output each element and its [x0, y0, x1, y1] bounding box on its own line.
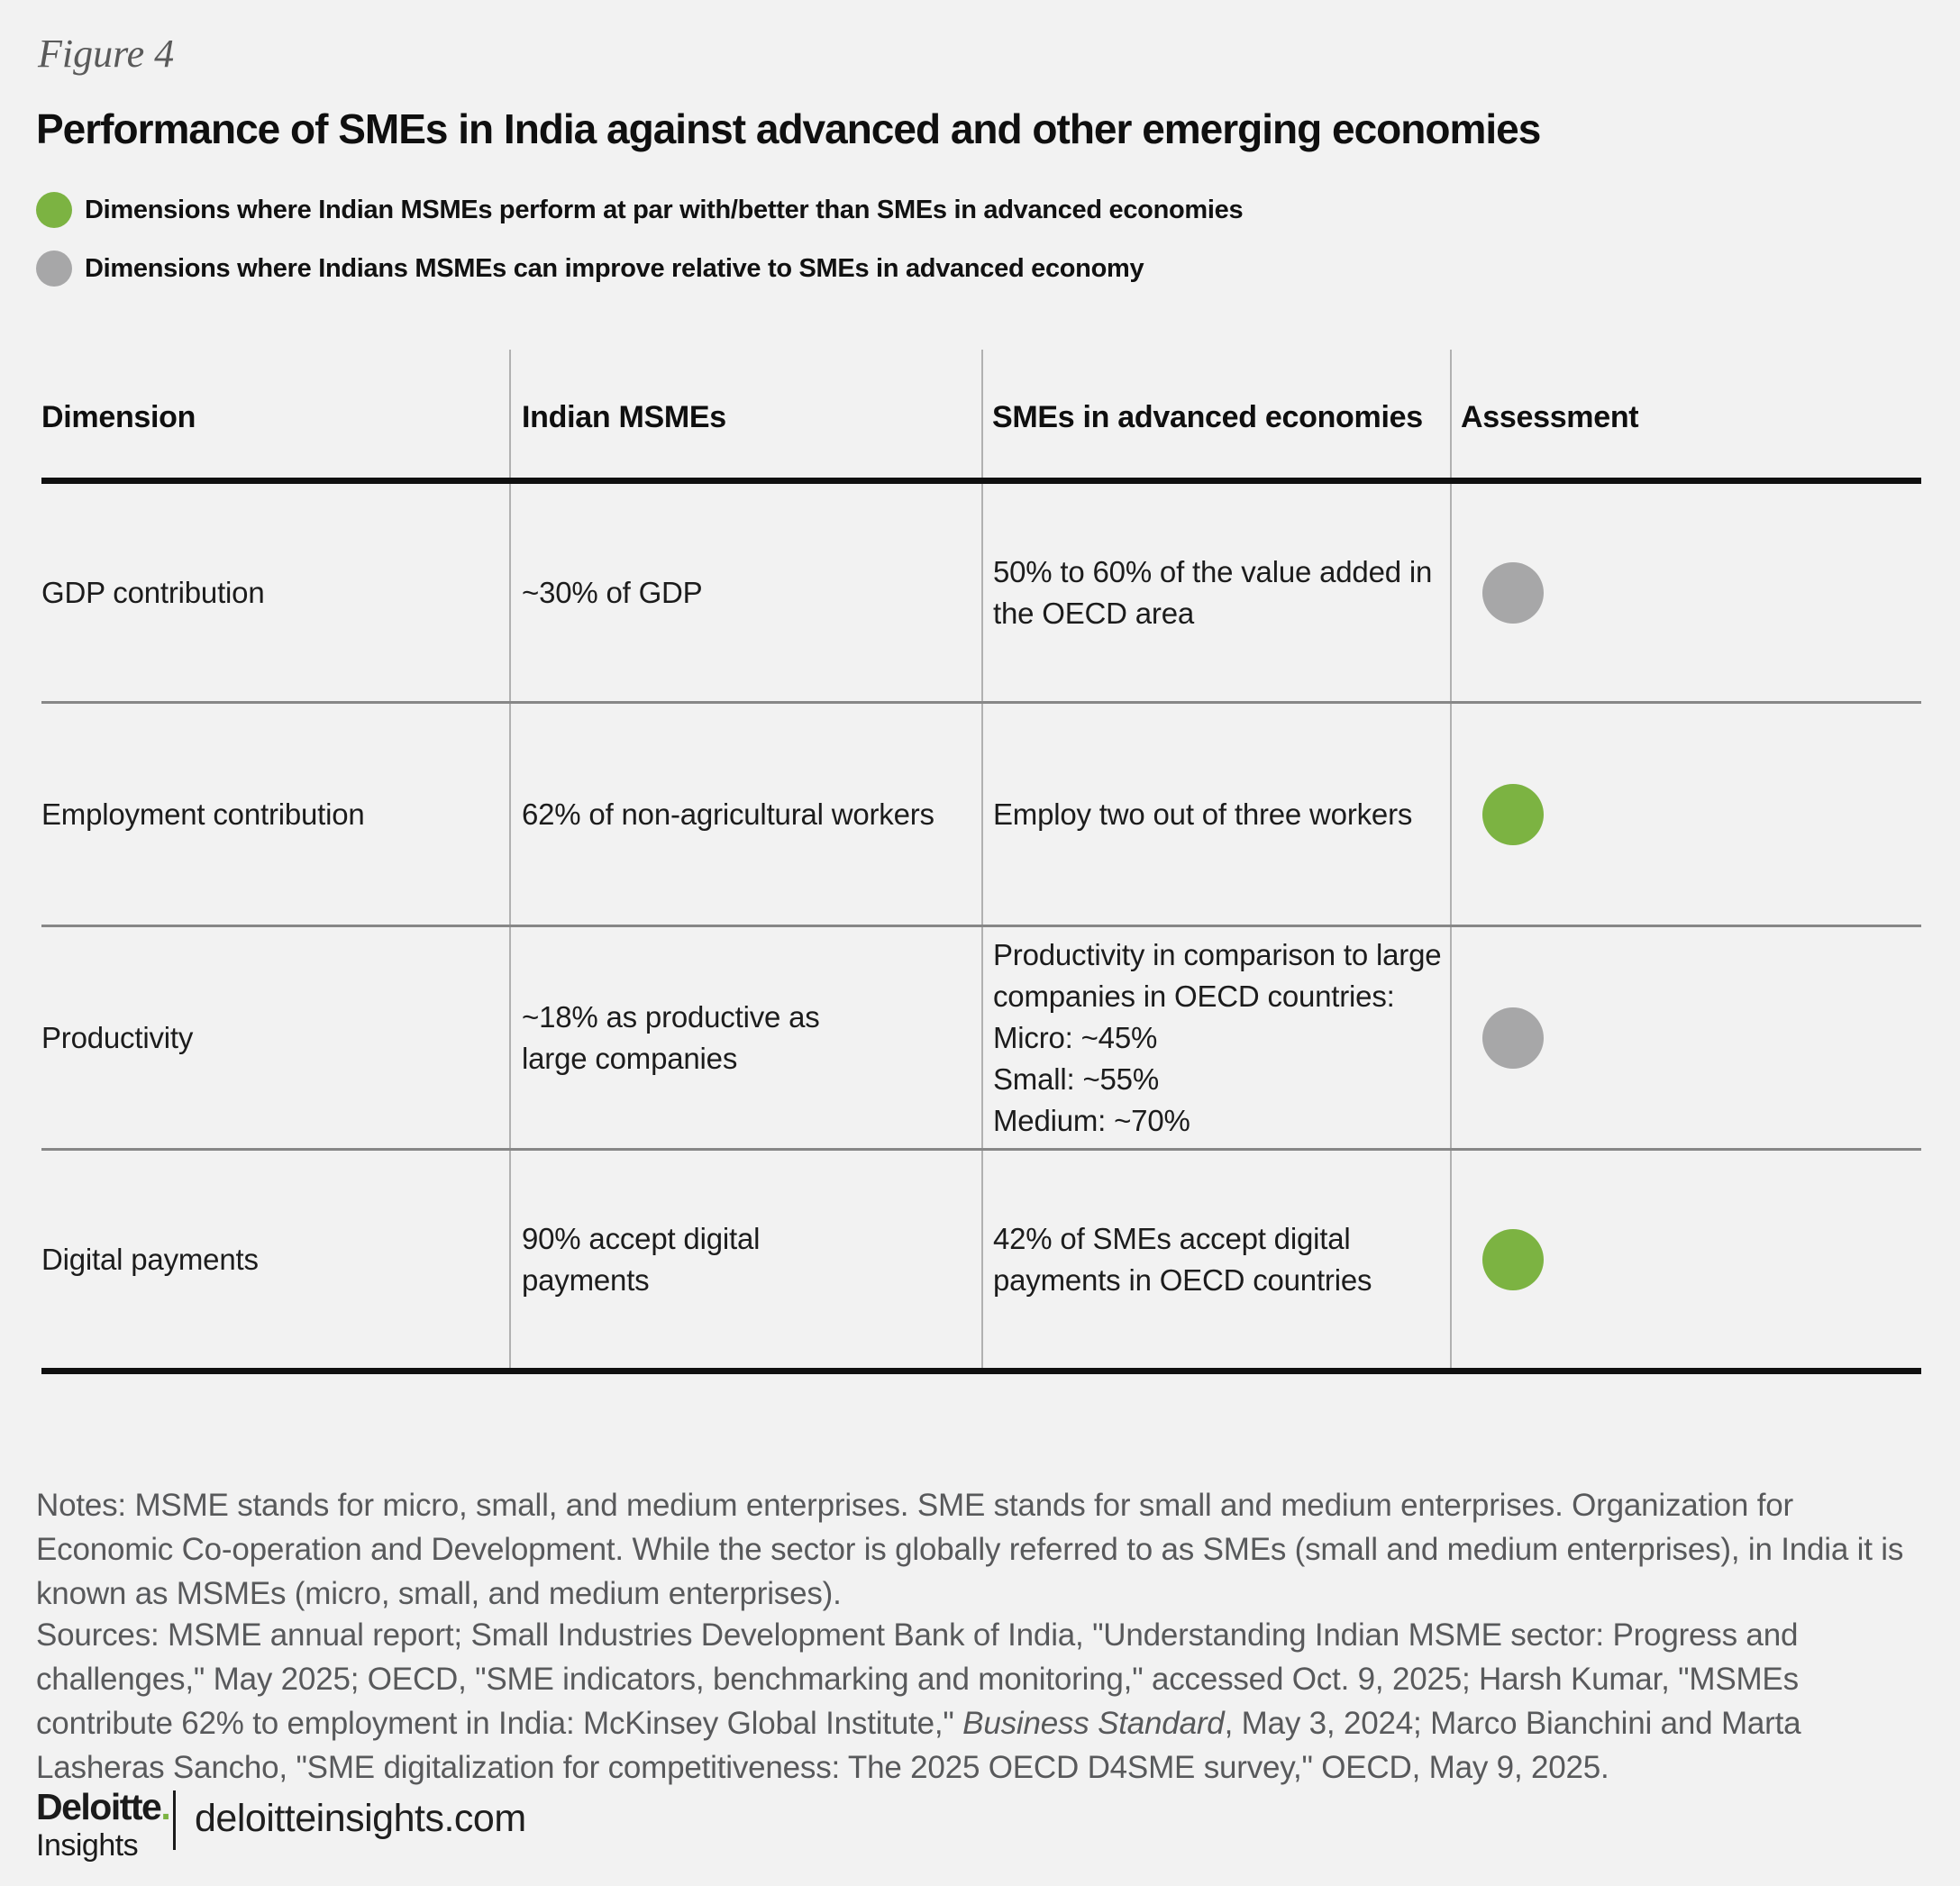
deloitte-insights-logo: Deloitte. Insights [36, 1786, 171, 1863]
figure-number-label: Figure 4 [38, 32, 175, 76]
cell-indian-msmes: ~18% as productive as large companies [522, 999, 820, 1075]
column-divider [981, 350, 983, 1372]
table-row: Employment contribution 62% of non-agric… [41, 704, 1921, 925]
table-row: Productivity ~18% as productive as large… [41, 927, 1921, 1148]
assessment-dot-icon [1482, 783, 1544, 845]
cell-advanced: Productivity in comparison to large comp… [993, 937, 1442, 1137]
table-bottom-rule [41, 1368, 1921, 1374]
column-divider [1450, 350, 1452, 1372]
column-header-indian-msmes: Indian MSMEs [522, 400, 726, 434]
cell-indian-msmes: 62% of non-agricultural workers [522, 797, 934, 831]
sources-publication-italic: Business Standard [962, 1706, 1225, 1741]
column-header-assessment: Assessment [1461, 400, 1639, 434]
brand-green-dot: . [160, 1786, 170, 1827]
sources-suffix: , May 3, 2024; Marco Bianchini and Marta… [36, 1706, 1801, 1785]
table-row: GDP contribution ~30% of GDP 50% to 60% … [41, 484, 1921, 701]
table-row: Digital payments 90% accept digital paym… [41, 1151, 1921, 1368]
cell-assessment [1451, 704, 1919, 925]
assessment-dot-icon [1482, 561, 1544, 624]
assessment-dot-icon [1482, 1228, 1544, 1290]
column-header-advanced: SMEs in advanced economies [992, 400, 1423, 434]
legend-label: Dimensions where Indians MSMEs can impro… [85, 253, 1144, 283]
gray-dot-icon [36, 251, 72, 287]
notes-text: Notes: MSME stands for micro, small, and… [36, 1488, 1904, 1611]
column-header-dimension: Dimension [41, 400, 196, 434]
cell-assessment [1451, 927, 1919, 1148]
row-divider [41, 1148, 1921, 1151]
cell-dimension: Productivity [41, 1020, 194, 1054]
cell-advanced: Employ two out of three workers [993, 797, 1413, 831]
legend-item-improve: Dimensions where Indians MSMEs can impro… [36, 251, 1144, 287]
legend-item-better: Dimensions where Indian MSMEs perform at… [36, 192, 1244, 228]
cell-indian-msmes: 90% accept digital payments [522, 1221, 761, 1297]
cell-dimension: Employment contribution [41, 797, 365, 831]
cell-dimension: Digital payments [41, 1242, 259, 1276]
brand-wordmark: Deloitte. [36, 1786, 171, 1827]
row-divider [41, 701, 1921, 704]
brand-sub-wordmark: Insights [36, 1828, 139, 1863]
cell-indian-msmes: ~30% of GDP [522, 575, 703, 609]
footer-site-link[interactable]: deloitteinsights.com [195, 1797, 526, 1840]
assessment-dot-icon [1482, 1007, 1544, 1069]
cell-advanced: 42% of SMEs accept digital payments in O… [993, 1221, 1372, 1297]
table-top-rule [41, 478, 1921, 484]
footer-divider [173, 1790, 176, 1850]
legend-label: Dimensions where Indian MSMEs perform at… [85, 195, 1244, 224]
green-dot-icon [36, 192, 72, 228]
cell-advanced: 50% to 60% of the value added in the OEC… [993, 554, 1433, 630]
sources-prefix: Sources: MSME annual report; Small Indus… [36, 1617, 1799, 1741]
cell-dimension: GDP contribution [41, 575, 265, 609]
column-divider [509, 350, 511, 1372]
sources-text: Sources: MSME annual report; Small Indus… [36, 1613, 1925, 1790]
cell-assessment [1451, 484, 1919, 701]
row-divider [41, 925, 1921, 927]
cell-assessment [1451, 1151, 1919, 1368]
page-title: Performance of SMEs in India against adv… [36, 105, 1541, 152]
